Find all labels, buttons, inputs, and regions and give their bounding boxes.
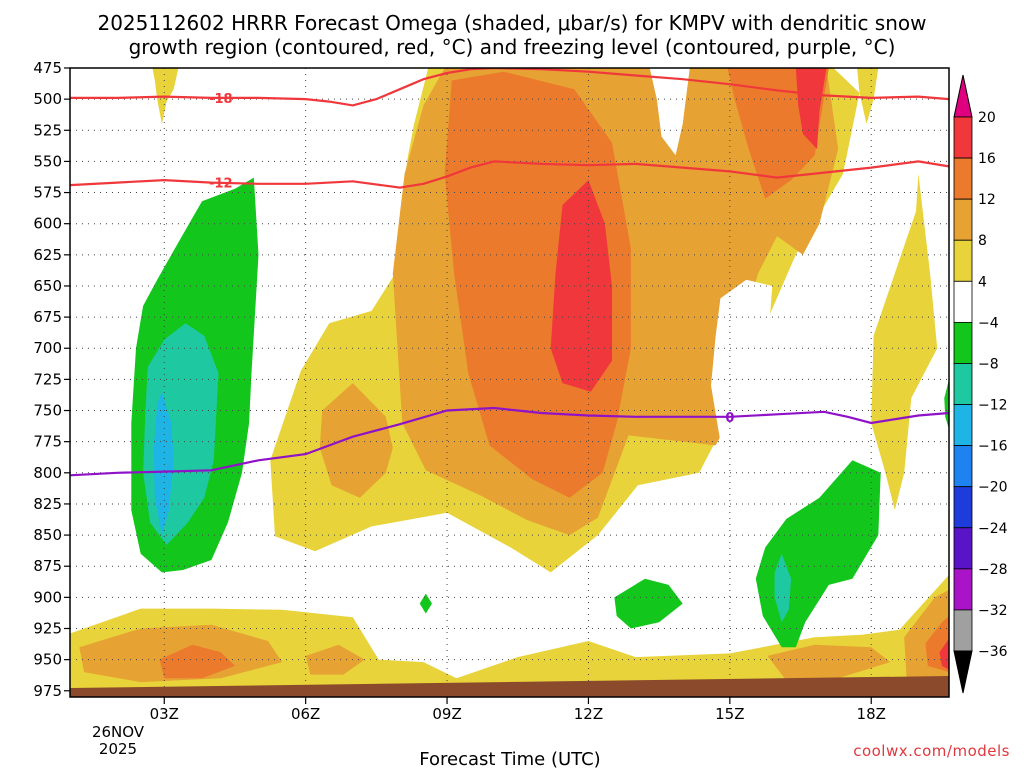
- omega-region-19: [939, 638, 949, 670]
- gridlines: [70, 68, 949, 697]
- colorbar-label-2: 12: [978, 192, 996, 208]
- omega-region-8: [649, 68, 690, 156]
- omega-region-25: [614, 578, 683, 629]
- y-tick-label-975: 975: [33, 682, 62, 700]
- x-tick-label-15Z: 15Z: [715, 705, 744, 723]
- omega-region-3: [319, 383, 393, 498]
- y-tick-label-875: 875: [33, 557, 62, 575]
- x-axis: 03Z 06Z 09Z 12Z 15Z 18Z: [150, 697, 886, 723]
- colorbar-swatch-10: [953, 527, 973, 570]
- omega-region-27: [944, 379, 949, 430]
- isotherm-contours: -18 -12 0: [70, 68, 949, 477]
- colorbar-label-3: 8: [978, 233, 987, 249]
- omega-region-11: [871, 173, 938, 511]
- colorbar-label-13: −36: [978, 644, 1008, 660]
- contour-line-0: [70, 68, 949, 107]
- omega-region-22: [153, 391, 174, 536]
- y-tick-label-900: 900: [33, 588, 62, 606]
- colorbar-label-0: 20: [978, 110, 996, 126]
- omega-region-5: [550, 180, 612, 392]
- y-tick-label-650: 650: [33, 277, 62, 295]
- y-tick-label-550: 550: [33, 152, 62, 170]
- omega-region-4: [444, 71, 631, 498]
- omega-region-16: [767, 644, 891, 681]
- colorbar-swatch-9: [953, 486, 973, 529]
- colorbar-label-8: −16: [978, 439, 1008, 455]
- y-tick-label-575: 575: [33, 184, 62, 202]
- plot-frame: [69, 67, 950, 698]
- y-tick-label-825: 825: [33, 495, 62, 513]
- y-tick-label-800: 800: [33, 464, 62, 482]
- y-axis: 475 500 525 550 575 600 625 650 675 700 725 750 775 8…: [33, 59, 70, 700]
- y-tick-label-775: 775: [33, 433, 62, 451]
- x-date-label-year: 2025: [99, 740, 137, 758]
- y-tick-label-750: 750: [33, 402, 62, 420]
- y-tick-label-675: 675: [33, 308, 62, 326]
- colorbar-swatch-6: [953, 363, 973, 405]
- y-tick-label-950: 950: [33, 651, 62, 669]
- y-tick-label-500: 500: [33, 90, 62, 108]
- chart-title-line-2: growth region (contoured, red, °C) and f…: [129, 35, 896, 59]
- y-tick-label-525: 525: [33, 121, 62, 139]
- contour-label-2: 0: [725, 411, 734, 426]
- omega-region-24: [774, 553, 792, 623]
- omega-region-12: [70, 574, 949, 697]
- colorbar-swatch-0: [953, 116, 973, 159]
- colorbar-swatch-3: [953, 239, 973, 282]
- omega-region-14: [159, 644, 235, 679]
- colorbar-label-11: −28: [978, 562, 1008, 578]
- x-tick-label-03Z: 03Z: [150, 705, 179, 723]
- x-tick-label-09Z: 09Z: [432, 705, 461, 723]
- omega-region-7: [795, 68, 827, 149]
- x-axis-label: Forecast Time (UTC): [419, 749, 600, 768]
- colorbar-label-4: 4: [978, 274, 987, 290]
- contour-label-1: -12: [209, 177, 233, 192]
- omega-shaded-regions: [70, 68, 949, 697]
- x-tick-label-06Z: 06Z: [291, 705, 320, 723]
- colorbar-swatch-5: [953, 321, 973, 364]
- x-date-label-day: 26NOV: [92, 723, 145, 741]
- colorbar-label-7: −12: [978, 398, 1008, 414]
- colorbar-swatch-11: [953, 568, 973, 611]
- x-tick-label-12Z: 12Z: [574, 705, 603, 723]
- y-tick-label-850: 850: [33, 526, 62, 544]
- colorbar-swatch-8: [953, 445, 973, 488]
- omega-region-9: [711, 279, 773, 467]
- omega-region-26: [419, 593, 432, 614]
- colorbar-label-1: 16: [978, 151, 996, 167]
- y-tick-label-625: 625: [33, 246, 62, 264]
- colorbar-label-5: −4: [978, 315, 999, 331]
- colorbar-bottom-arrow: [953, 650, 973, 694]
- y-tick-label-925: 925: [33, 619, 62, 637]
- colorbar-top-arrow: [953, 74, 973, 118]
- omega-region-15: [305, 644, 365, 675]
- colorbar-swatch-2: [953, 198, 973, 241]
- colorbar-label-10: −24: [978, 521, 1008, 537]
- y-tick-label-475: 475: [33, 59, 62, 77]
- colorbar-label-6: −8: [978, 356, 999, 372]
- contour-line-1: [70, 160, 949, 189]
- x-tick-label-18Z: 18Z: [857, 705, 886, 723]
- colorbar: 20 16 12 8 4 −4 −8 −12 −16 −20 −24 −28 −32 −36: [953, 74, 1008, 694]
- colorbar-swatch-1: [953, 157, 973, 200]
- colorbar-label-12: −32: [978, 603, 1008, 619]
- colorbar-swatch-4: [953, 280, 973, 323]
- site-credit: coolwx.com/models: [853, 742, 1010, 760]
- chart-title-line-1: 2025112602 HRRR Forecast Omega (shaded, …: [97, 11, 926, 35]
- y-tick-label-700: 700: [33, 339, 62, 357]
- contour-label-0: -18: [209, 92, 233, 107]
- colorbar-swatch-7: [953, 404, 973, 447]
- y-tick-label-725: 725: [33, 370, 62, 388]
- colorbar-swatch-12: [953, 609, 973, 652]
- colorbar-label-9: −20: [978, 480, 1008, 496]
- plot-area: -18 -12 0: [70, 68, 949, 697]
- omega-region-10: [857, 68, 879, 124]
- terrain-ground: [70, 676, 949, 697]
- y-tick-label-600: 600: [33, 215, 62, 233]
- contour-line-2: [70, 406, 949, 477]
